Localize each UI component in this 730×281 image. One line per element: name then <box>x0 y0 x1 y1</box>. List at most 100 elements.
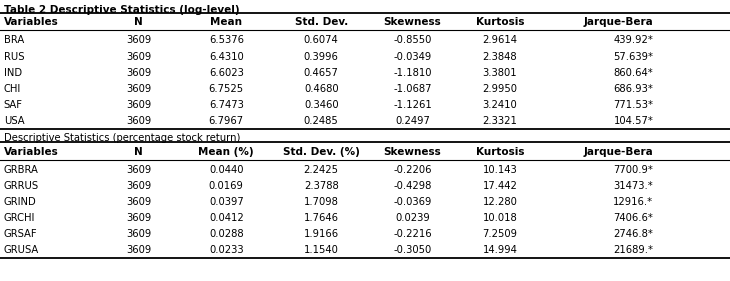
Text: -0.0349: -0.0349 <box>393 52 431 62</box>
Text: Kurtosis: Kurtosis <box>476 147 524 157</box>
Text: GRSAF: GRSAF <box>4 229 37 239</box>
Text: Variables: Variables <box>4 17 58 27</box>
Text: GRCHI: GRCHI <box>4 213 35 223</box>
Text: 3609: 3609 <box>126 197 151 207</box>
Text: Skewness: Skewness <box>383 17 442 27</box>
Text: Mean (%): Mean (%) <box>199 147 254 157</box>
Text: 2.9614: 2.9614 <box>483 35 518 45</box>
Text: 2746.8*: 2746.8* <box>613 229 653 239</box>
Text: USA: USA <box>4 116 24 126</box>
Text: 3609: 3609 <box>126 35 151 45</box>
Text: -0.2216: -0.2216 <box>393 229 431 239</box>
Text: 10.143: 10.143 <box>483 165 518 175</box>
Text: Std. Dev.: Std. Dev. <box>295 17 347 27</box>
Text: 7406.6*: 7406.6* <box>613 213 653 223</box>
Text: 0.0233: 0.0233 <box>209 245 244 255</box>
Text: -1.0687: -1.0687 <box>393 84 431 94</box>
Text: 6.7473: 6.7473 <box>209 100 244 110</box>
Text: -1.1261: -1.1261 <box>393 100 432 110</box>
Text: Mean: Mean <box>210 17 242 27</box>
Text: 1.9166: 1.9166 <box>304 229 339 239</box>
Text: 0.0169: 0.0169 <box>209 181 244 191</box>
Text: GRBRA: GRBRA <box>4 165 39 175</box>
Text: 12916.*: 12916.* <box>613 197 653 207</box>
Text: 6.5376: 6.5376 <box>209 35 244 45</box>
Text: Skewness: Skewness <box>383 147 442 157</box>
Text: 0.0440: 0.0440 <box>209 165 244 175</box>
Text: BRA: BRA <box>4 35 24 45</box>
Text: IND: IND <box>4 68 22 78</box>
Text: 3.2410: 3.2410 <box>483 100 518 110</box>
Text: 6.4310: 6.4310 <box>209 52 244 62</box>
Text: CHI: CHI <box>4 84 21 94</box>
Text: 1.7098: 1.7098 <box>304 197 339 207</box>
Text: Jarque-Bera: Jarque-Bera <box>583 17 653 27</box>
Text: GRRUS: GRRUS <box>4 181 39 191</box>
Text: SAF: SAF <box>4 100 23 110</box>
Text: 3609: 3609 <box>126 245 151 255</box>
Text: -0.0369: -0.0369 <box>393 197 431 207</box>
Text: 0.4657: 0.4657 <box>304 68 339 78</box>
Text: 0.0412: 0.0412 <box>209 213 244 223</box>
Text: 6.6023: 6.6023 <box>209 68 244 78</box>
Text: GRIND: GRIND <box>4 197 36 207</box>
Text: 3609: 3609 <box>126 84 151 94</box>
Text: N: N <box>134 17 143 27</box>
Text: -0.8550: -0.8550 <box>393 35 431 45</box>
Text: 6.7525: 6.7525 <box>209 84 244 94</box>
Text: 7.2509: 7.2509 <box>483 229 518 239</box>
Text: Jarque-Bera: Jarque-Bera <box>583 147 653 157</box>
Text: Std. Dev. (%): Std. Dev. (%) <box>283 147 360 157</box>
Text: N: N <box>134 147 143 157</box>
Text: 0.2485: 0.2485 <box>304 116 339 126</box>
Text: 3609: 3609 <box>126 181 151 191</box>
Text: 0.0288: 0.0288 <box>209 229 244 239</box>
Text: 0.2497: 0.2497 <box>395 116 430 126</box>
Text: 2.9950: 2.9950 <box>483 84 518 94</box>
Text: 104.57*: 104.57* <box>613 116 653 126</box>
Text: -0.3050: -0.3050 <box>393 245 431 255</box>
Text: 439.92*: 439.92* <box>613 35 653 45</box>
Text: 2.3848: 2.3848 <box>483 52 518 62</box>
Text: 0.3460: 0.3460 <box>304 100 339 110</box>
Text: Table 2 Descriptive Statistics (log-level): Table 2 Descriptive Statistics (log-leve… <box>4 5 239 15</box>
Text: 7700.9*: 7700.9* <box>613 165 653 175</box>
Text: 2.3321: 2.3321 <box>483 116 518 126</box>
Text: 21689.*: 21689.* <box>613 245 653 255</box>
Text: -1.1810: -1.1810 <box>393 68 431 78</box>
Text: -0.2206: -0.2206 <box>393 165 431 175</box>
Text: 3609: 3609 <box>126 116 151 126</box>
Text: 860.64*: 860.64* <box>614 68 653 78</box>
Text: 771.53*: 771.53* <box>613 100 653 110</box>
Text: 12.280: 12.280 <box>483 197 518 207</box>
Text: 686.93*: 686.93* <box>613 84 653 94</box>
Text: 3.3801: 3.3801 <box>483 68 518 78</box>
Text: 31473.*: 31473.* <box>614 181 653 191</box>
Text: 3609: 3609 <box>126 213 151 223</box>
Text: RUS: RUS <box>4 52 24 62</box>
Text: 6.7967: 6.7967 <box>209 116 244 126</box>
Text: 3609: 3609 <box>126 68 151 78</box>
Text: 0.0239: 0.0239 <box>395 213 430 223</box>
Text: 0.6074: 0.6074 <box>304 35 339 45</box>
Text: Variables: Variables <box>4 147 58 157</box>
Text: -0.4298: -0.4298 <box>393 181 431 191</box>
Text: 0.4680: 0.4680 <box>304 84 339 94</box>
Text: 3609: 3609 <box>126 52 151 62</box>
Text: Descriptive Statistics (percentage stock return): Descriptive Statistics (percentage stock… <box>4 133 240 143</box>
Text: GRUSA: GRUSA <box>4 245 39 255</box>
Text: 0.3996: 0.3996 <box>304 52 339 62</box>
Text: 0.0397: 0.0397 <box>209 197 244 207</box>
Text: 1.1540: 1.1540 <box>304 245 339 255</box>
Text: 3609: 3609 <box>126 165 151 175</box>
Text: 10.018: 10.018 <box>483 213 518 223</box>
Text: 14.994: 14.994 <box>483 245 518 255</box>
Text: 2.3788: 2.3788 <box>304 181 339 191</box>
Text: 3609: 3609 <box>126 229 151 239</box>
Text: 3609: 3609 <box>126 100 151 110</box>
Text: 17.442: 17.442 <box>483 181 518 191</box>
Text: 1.7646: 1.7646 <box>304 213 339 223</box>
Text: Kurtosis: Kurtosis <box>476 17 524 27</box>
Text: 2.2425: 2.2425 <box>304 165 339 175</box>
Text: 57.639*: 57.639* <box>613 52 653 62</box>
